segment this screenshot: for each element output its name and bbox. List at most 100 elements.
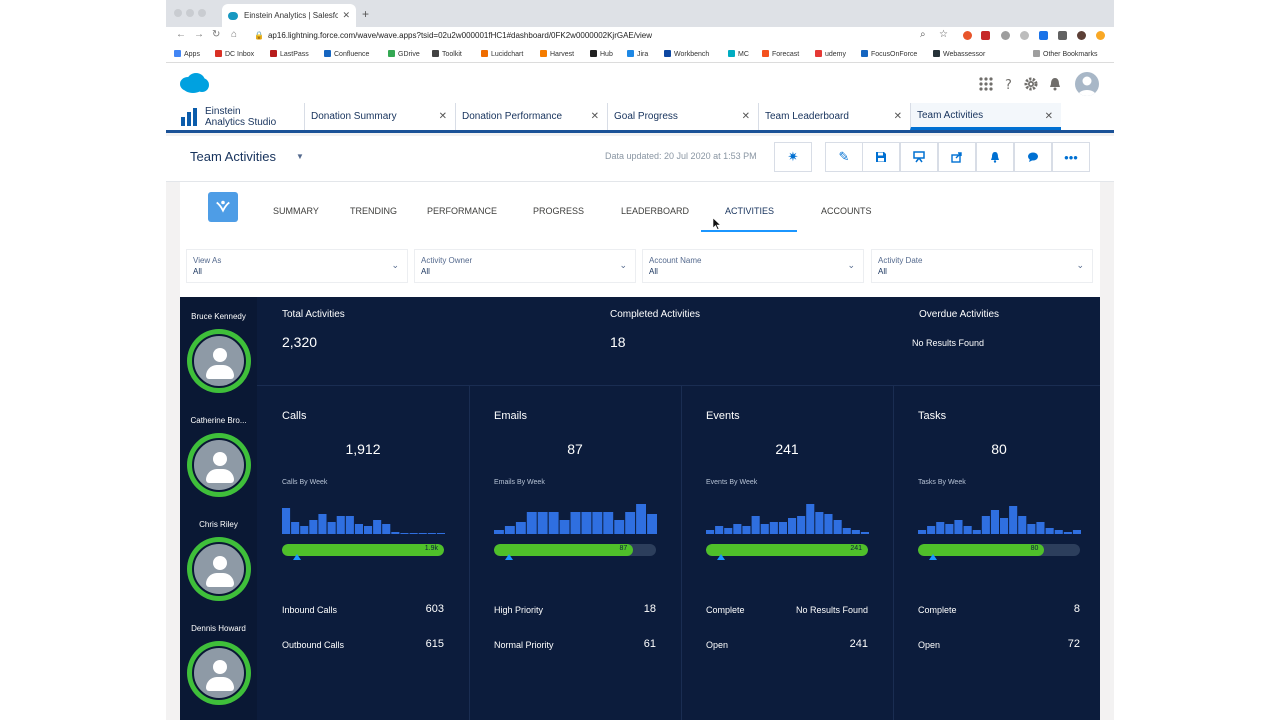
maximize-window-button[interactable] bbox=[198, 9, 206, 17]
extension-icon[interactable] bbox=[1096, 31, 1105, 40]
weekly-sparkline-chart[interactable] bbox=[282, 494, 446, 534]
close-window-button[interactable] bbox=[174, 9, 182, 17]
edit-button[interactable]: ✎ bbox=[825, 142, 863, 172]
dashboard-title: Team Activities bbox=[190, 149, 276, 164]
nav-summary[interactable]: SUMMARY bbox=[273, 206, 319, 216]
other-bookmarks-folder[interactable]: Other Bookmarks bbox=[1033, 50, 1097, 58]
more-actions-button[interactable]: ••• bbox=[1052, 142, 1090, 172]
person-card[interactable]: Catherine Bro... bbox=[180, 416, 257, 497]
close-tab-icon[interactable]: ✕ bbox=[342, 10, 350, 20]
bookmark-apps[interactable]: Apps bbox=[174, 50, 200, 58]
bookmark-harvest[interactable]: Harvest bbox=[540, 50, 574, 58]
extension-icon[interactable] bbox=[1039, 31, 1048, 40]
nav-leaderboard[interactable]: LEADERBOARD bbox=[621, 206, 690, 216]
extension-icon[interactable] bbox=[963, 31, 972, 40]
bookmark-focusonforce[interactable]: FocusOnForce bbox=[861, 50, 917, 58]
close-tab-icon[interactable]: ✕ bbox=[1044, 111, 1053, 122]
user-avatar[interactable] bbox=[1075, 72, 1099, 96]
bookmark-forecast[interactable]: Forecast bbox=[762, 50, 799, 58]
save-button[interactable] bbox=[862, 142, 900, 172]
address-bar[interactable]: 🔒 ap16.lightning.force.com/wave/wave.apps… bbox=[254, 28, 954, 44]
app-name[interactable]: Einstein Analytics Studio bbox=[180, 106, 276, 128]
person-card[interactable]: Chris Riley bbox=[180, 520, 257, 601]
share-button[interactable] bbox=[938, 142, 976, 172]
browser-tab[interactable]: Einstein Analytics | Salesforce ✕ bbox=[222, 4, 356, 27]
salesforce-logo-icon[interactable] bbox=[178, 72, 210, 94]
reload-icon[interactable]: ↻ bbox=[212, 29, 221, 40]
home-icon[interactable]: ⌂ bbox=[231, 29, 238, 40]
bookmark-jira[interactable]: Jira bbox=[627, 50, 648, 58]
gear-icon[interactable] bbox=[1024, 77, 1038, 91]
bookmark-lucidchart[interactable]: Lucidchart bbox=[481, 50, 523, 58]
sparkline-bar bbox=[806, 504, 815, 534]
weekly-sparkline-chart[interactable] bbox=[918, 494, 1082, 534]
bookmark-dc-inbox[interactable]: DC Inbox bbox=[215, 50, 254, 58]
bookmark-hub[interactable]: Hub bbox=[590, 50, 613, 58]
tab-donation-performance[interactable]: Donation Performance ✕ bbox=[455, 103, 607, 130]
svg-text:?: ? bbox=[1005, 78, 1012, 91]
sparkline-bar bbox=[336, 516, 345, 534]
extension-icon[interactable] bbox=[1001, 31, 1010, 40]
nav-activities[interactable]: ACTIVITIES bbox=[725, 206, 775, 216]
filter-value: All bbox=[878, 267, 887, 276]
chevron-down-icon[interactable]: ▼ bbox=[296, 152, 304, 161]
nav-performance[interactable]: PERFORMANCE bbox=[427, 206, 498, 216]
chevron-down-icon: ⌄ bbox=[619, 260, 627, 270]
bookmark-lastpass[interactable]: LastPass bbox=[270, 50, 309, 58]
app-launcher-icon[interactable] bbox=[979, 77, 993, 91]
filter-view-as[interactable]: View As All ⌄ bbox=[187, 250, 407, 282]
extension-icon[interactable] bbox=[981, 31, 990, 40]
sparkline-bar bbox=[851, 530, 860, 534]
einstein-button[interactable]: ✷ bbox=[774, 142, 812, 172]
bookmark-mc[interactable]: MC bbox=[728, 50, 749, 58]
filter-activity-date[interactable]: Activity Date All ⌄ bbox=[872, 250, 1092, 282]
close-tab-icon[interactable]: ✕ bbox=[438, 111, 447, 122]
extensions-puzzle-icon[interactable] bbox=[1058, 31, 1067, 40]
bookmark-webassessor[interactable]: Webassessor bbox=[933, 50, 985, 58]
extension-icon[interactable] bbox=[1020, 31, 1029, 40]
present-button[interactable] bbox=[900, 142, 938, 172]
desktop-left bbox=[0, 0, 166, 720]
tab-team-activities[interactable]: Team Activities ✕ bbox=[910, 103, 1061, 130]
nav-progress[interactable]: PROGRESS bbox=[533, 206, 585, 216]
nav-accounts[interactable]: ACCOUNTS bbox=[821, 206, 872, 216]
data-updated-text: Data updated: 20 Jul 2020 at 1:53 PM bbox=[605, 151, 757, 161]
profile-icon[interactable] bbox=[1077, 31, 1086, 40]
new-tab-icon[interactable]: + bbox=[362, 7, 370, 21]
tab-donation-summary[interactable]: Donation Summary ✕ bbox=[304, 103, 455, 130]
notifications-bell-icon[interactable] bbox=[1048, 77, 1062, 91]
person-card[interactable]: Dennis Howard bbox=[180, 624, 257, 705]
sparkline-bar bbox=[715, 526, 724, 534]
weekly-sparkline-chart[interactable] bbox=[494, 494, 658, 534]
filter-activity-owner[interactable]: Activity Owner All ⌄ bbox=[415, 250, 635, 282]
person-card[interactable]: Bruce Kennedy bbox=[180, 312, 257, 393]
bookmark-gdrive[interactable]: GDrive bbox=[388, 50, 420, 58]
sparkline-bar bbox=[824, 514, 833, 534]
forward-icon[interactable]: → bbox=[194, 29, 204, 40]
person-name: Bruce Kennedy bbox=[191, 312, 246, 321]
tab-goal-progress[interactable]: Goal Progress ✕ bbox=[607, 103, 758, 130]
close-tab-icon[interactable]: ✕ bbox=[590, 111, 599, 122]
url-text: ap16.lightning.force.com/wave/wave.apps?… bbox=[267, 31, 652, 40]
tab-team-leaderboard[interactable]: Team Leaderboard ✕ bbox=[758, 103, 910, 130]
bookmark-toolkit[interactable]: Toolkit bbox=[432, 50, 462, 58]
bookmark-udemy[interactable]: udemy bbox=[815, 50, 846, 58]
filter-account-name[interactable]: Account Name All ⌄ bbox=[643, 250, 863, 282]
avatar bbox=[191, 438, 246, 492]
minimize-window-button[interactable] bbox=[186, 9, 194, 17]
comments-button[interactable] bbox=[1014, 142, 1052, 172]
back-icon[interactable]: ← bbox=[176, 29, 186, 40]
zoom-icon[interactable]: ⌕ bbox=[920, 29, 926, 40]
bookmark-confluence[interactable]: Confluence bbox=[324, 50, 369, 58]
bookmark-workbench[interactable]: Workbench bbox=[664, 50, 709, 58]
card-events: Events 241 Events By Week 241 Complete No Res… bbox=[681, 386, 893, 720]
subscribe-button[interactable] bbox=[976, 142, 1014, 172]
bookmark-star-icon[interactable]: ☆ bbox=[939, 29, 948, 40]
week-chart-label: Events By Week bbox=[706, 479, 758, 486]
close-tab-icon[interactable]: ✕ bbox=[741, 111, 750, 122]
progress-fill: 241 bbox=[706, 544, 868, 556]
help-icon[interactable]: ? bbox=[1002, 77, 1016, 91]
weekly-sparkline-chart[interactable] bbox=[706, 494, 870, 534]
nav-trending[interactable]: TRENDING bbox=[350, 206, 397, 216]
close-tab-icon[interactable]: ✕ bbox=[893, 111, 902, 122]
